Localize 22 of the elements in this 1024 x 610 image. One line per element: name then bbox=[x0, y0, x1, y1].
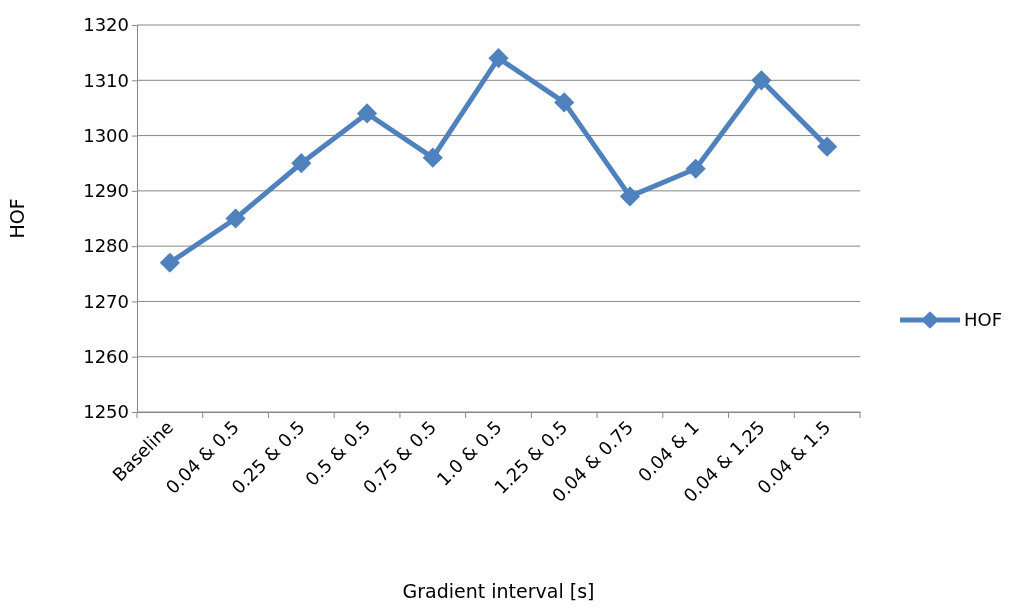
point bbox=[225, 208, 246, 229]
point bbox=[751, 70, 772, 91]
point bbox=[488, 48, 509, 69]
y-tick-label: 1310 bbox=[83, 69, 129, 91]
point bbox=[554, 92, 575, 113]
y-tick-label: 1290 bbox=[83, 180, 129, 202]
y-tick-label: 1250 bbox=[83, 401, 129, 423]
y-axis-title: HOF bbox=[6, 198, 28, 239]
legend-label: HOF bbox=[964, 309, 1003, 331]
y-tick-label: 1280 bbox=[83, 235, 129, 257]
x-axis-title: Gradient interval [s] bbox=[402, 580, 595, 602]
point bbox=[159, 252, 180, 273]
y-tick-label: 1300 bbox=[83, 124, 129, 146]
point bbox=[619, 186, 641, 207]
y-tick-label: 1270 bbox=[83, 290, 129, 312]
point bbox=[356, 103, 378, 124]
point bbox=[291, 153, 312, 174]
point bbox=[685, 158, 706, 179]
y-tick-label: 1320 bbox=[83, 14, 129, 36]
y-tick-label: 1260 bbox=[83, 345, 129, 367]
point bbox=[422, 147, 443, 168]
point bbox=[817, 136, 838, 157]
